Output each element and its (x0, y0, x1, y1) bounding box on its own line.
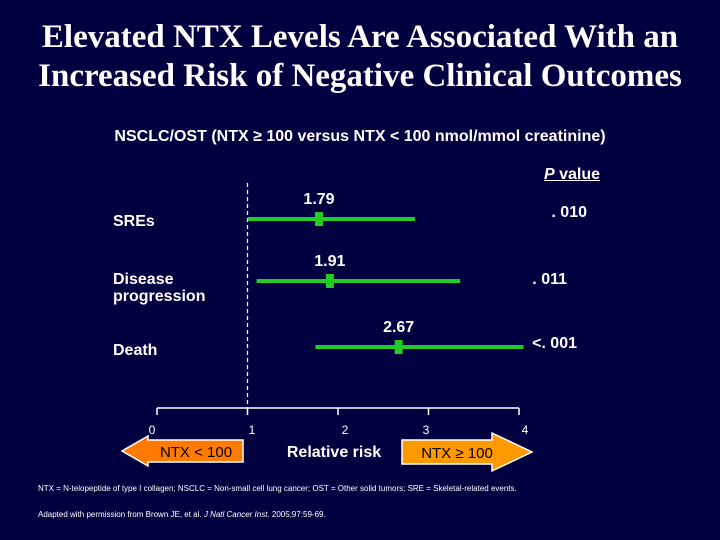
p-value-header: P value (500, 166, 600, 184)
p-value-header-rest: value (554, 166, 600, 183)
p-value-sres: . 010 (551, 204, 587, 221)
right-arrow (401, 431, 534, 473)
p-value-death: <. 001 (532, 335, 577, 352)
citation-journal: J Natl Cancer Inst. (203, 510, 270, 519)
row-label-death: Death (113, 342, 158, 359)
estimate-label: 1.91 (314, 253, 345, 270)
footnote-citation: Adapted with permission from Brown JE, e… (38, 510, 326, 519)
title-line-1: Elevated NTX Levels Are Associated With … (41, 19, 679, 55)
row-label-disease-progression: Disease progression (113, 271, 206, 305)
right-arrow-label: NTX ≥ 100 (421, 445, 493, 462)
estimate-label: 1.79 (303, 191, 334, 208)
x-tick-label: 4 (522, 423, 529, 437)
row-label-sres: SREs (113, 213, 155, 230)
x-tick-label: 3 (423, 423, 430, 437)
point-estimate (325, 274, 334, 288)
slide-title: Elevated NTX Levels Are Associated With … (0, 18, 720, 96)
p-value-disease-progression: . 011 (532, 271, 567, 288)
estimate-label: 2.67 (383, 319, 414, 336)
chart-subtitle: NSCLC/OST (NTX ≥ 100 versus NTX < 100 nm… (114, 128, 606, 145)
x-axis-label: Relative risk (287, 444, 381, 461)
left-arrow (120, 434, 244, 468)
title-line-2: Increased Risk of Negative Clinical Outc… (38, 58, 682, 94)
footnote-abbreviations: NTX = N-telopeptide of type I collagen; … (38, 484, 517, 493)
left-arrow-label: NTX < 100 (160, 444, 232, 461)
x-tick-label: 2 (342, 423, 349, 437)
citation-suffix: 2005;97:59-69. (269, 510, 326, 519)
x-tick-label: 0 (149, 423, 156, 437)
x-tick-label: 1 (249, 423, 256, 437)
point-estimate (394, 340, 403, 354)
citation-prefix: Adapted with permission from Brown JE, e… (38, 510, 204, 519)
p-value-header-italic: P (543, 166, 555, 183)
point-estimate (314, 212, 323, 226)
